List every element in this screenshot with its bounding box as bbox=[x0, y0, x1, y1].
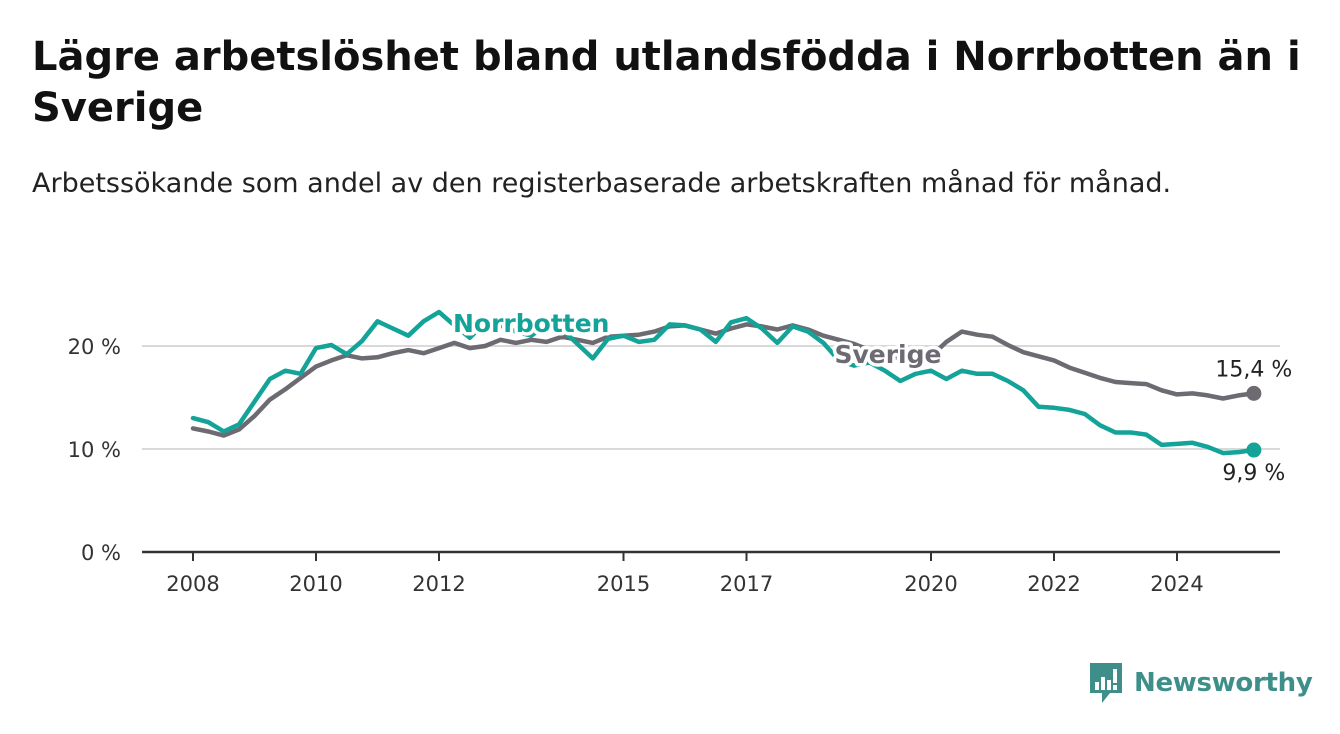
x-tick-label: 2017 bbox=[720, 572, 773, 596]
end-point-norrbotten bbox=[1246, 442, 1262, 458]
x-tick-label: 2010 bbox=[289, 572, 342, 596]
newsworthy-logo-icon bbox=[1090, 663, 1122, 703]
series-label-norrbotten: Norrbotten bbox=[453, 309, 609, 338]
series-lines bbox=[190, 309, 1262, 458]
end-label-norrbotten: 9,9 % bbox=[1222, 461, 1285, 486]
x-axis: 2008 2010 2012 2015 2017 2020 2022 2024 bbox=[142, 550, 1280, 596]
y-tick-label: 20 % bbox=[68, 335, 121, 359]
y-tick-label: 0 % bbox=[81, 541, 121, 565]
series-line-norrbotten bbox=[190, 309, 1257, 456]
x-tick-label: 2022 bbox=[1027, 572, 1080, 596]
end-point-sverige bbox=[1246, 385, 1262, 401]
y-axis: 0 % 10 % 20 % bbox=[68, 335, 121, 565]
chart-subtitle: Arbetssökande som andel av den registerb… bbox=[32, 168, 1172, 199]
series-label-sverige: Sverige bbox=[834, 340, 941, 369]
x-tick-label: 2012 bbox=[412, 572, 465, 596]
x-tick-label: 2024 bbox=[1150, 572, 1203, 596]
brand-name: Newsworthy bbox=[1134, 668, 1313, 698]
x-tick-label: 2008 bbox=[166, 572, 219, 596]
chart-title: Lägre arbetslöshet bland utlandsfödda i … bbox=[32, 34, 1301, 131]
series-labels: Norrbotten Sverige 15,4 % 9,9 % bbox=[450, 306, 1296, 490]
brand[interactable]: Newsworthy bbox=[1088, 660, 1313, 706]
x-tick-label: 2015 bbox=[597, 572, 650, 596]
gridlines bbox=[142, 345, 1280, 450]
y-tick-label: 10 % bbox=[68, 438, 121, 462]
x-tick-label: 2020 bbox=[904, 572, 957, 596]
end-label-sverige: 15,4 % bbox=[1215, 357, 1292, 382]
